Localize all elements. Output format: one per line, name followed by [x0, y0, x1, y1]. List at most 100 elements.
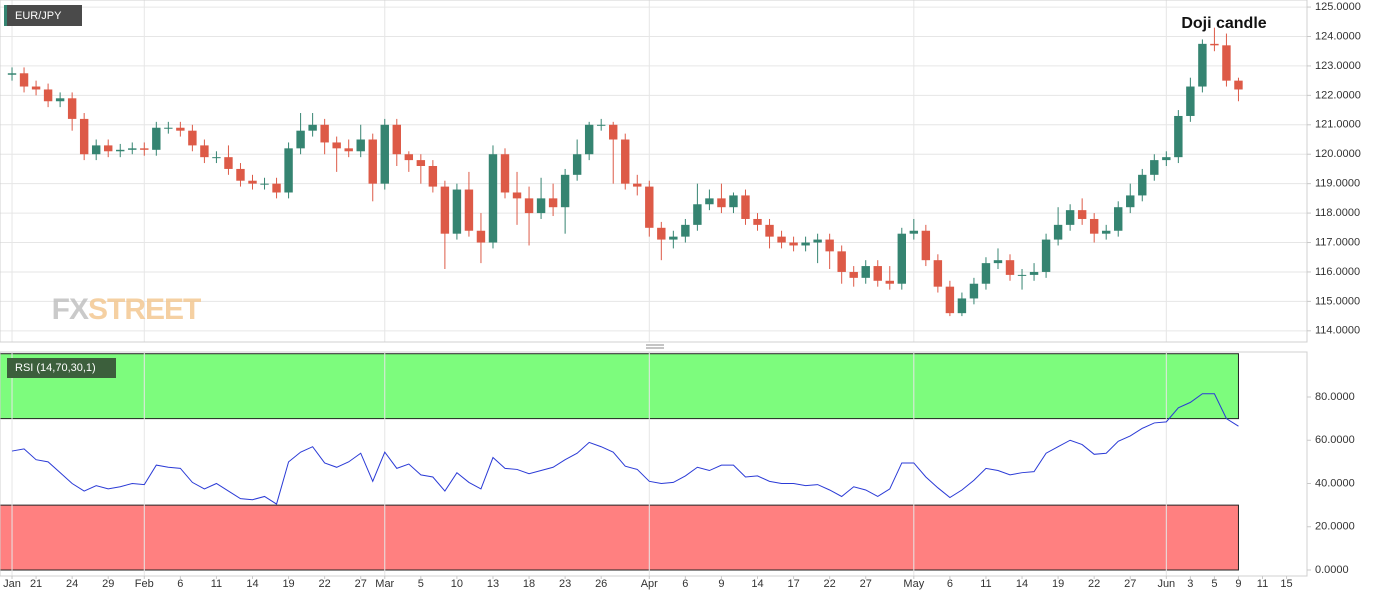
candle-body	[1162, 157, 1171, 161]
candle-body	[813, 239, 822, 243]
candle-body	[43, 89, 53, 102]
x-tick-label: 24	[66, 578, 78, 590]
candle-body	[657, 227, 666, 240]
candle-body	[236, 168, 245, 181]
candle-body	[1222, 45, 1231, 81]
candle-body	[981, 263, 991, 284]
symbol-label-accent	[4, 5, 7, 26]
candle-body	[512, 192, 522, 199]
candle-body	[933, 260, 943, 287]
candle-body	[260, 183, 269, 185]
candle-body	[488, 154, 498, 243]
candle-body	[897, 233, 907, 284]
y-tick-label: 122.0000	[1315, 89, 1361, 101]
x-tick-label: Apr	[641, 578, 658, 590]
candle-body	[645, 186, 654, 228]
x-tick-label: 11	[980, 578, 991, 590]
candle-body	[837, 251, 846, 272]
candle-body	[548, 198, 558, 208]
candle-body	[669, 236, 678, 240]
candle-body	[428, 165, 438, 187]
x-tick-label: 27	[860, 578, 872, 590]
candle-body	[224, 157, 233, 169]
candle-body	[128, 148, 137, 150]
candle-body	[1089, 218, 1099, 234]
candle-body	[296, 130, 305, 149]
background-layer	[0, 0, 1307, 576]
rsi-panel-frame	[0, 351, 1308, 577]
candle-body	[717, 198, 726, 208]
candle-body	[440, 186, 450, 234]
x-tick-label: 27	[355, 578, 367, 590]
indicator-label: RSI (14,70,30,1)	[15, 362, 96, 374]
x-tick-label: 5	[418, 578, 424, 590]
candle-body	[536, 198, 546, 214]
candle-body	[1101, 230, 1111, 234]
candle-body	[1234, 80, 1243, 90]
y-tick-label: 119.0000	[1315, 178, 1360, 190]
candle-body	[452, 189, 462, 234]
y-tick-label: 20.0000	[1315, 521, 1355, 533]
x-tick-label: 19	[1052, 578, 1064, 590]
candle-body	[356, 139, 365, 152]
candle-body	[104, 145, 113, 152]
candle-body	[404, 154, 414, 161]
candle-body	[885, 280, 894, 284]
x-tick-label: 14	[751, 578, 763, 590]
symbol-label-box	[4, 5, 82, 26]
y-tick-label: 124.0000	[1315, 30, 1361, 42]
candle-body	[1017, 274, 1027, 276]
watermark-street: STREET	[88, 293, 201, 326]
x-tick-label: 11	[1257, 578, 1268, 590]
candle-body	[765, 224, 774, 237]
candle-body	[332, 142, 341, 149]
x-tick-label: 10	[451, 578, 463, 590]
y-tick-label: 0.0000	[1315, 564, 1349, 576]
x-tick-label: 26	[595, 578, 607, 590]
x-tick-label: 23	[559, 578, 571, 590]
candle-body	[681, 224, 690, 237]
y-tick-label: 60.0000	[1315, 434, 1355, 446]
candle-body	[212, 157, 221, 159]
candle-body	[308, 124, 317, 131]
x-tick-label: Mar	[375, 578, 394, 590]
candle-body	[392, 124, 401, 155]
rsi-zone	[0, 504, 1239, 571]
candle-body	[633, 183, 642, 187]
y-tick-label: 116.0000	[1315, 266, 1360, 278]
candle-body	[969, 283, 979, 299]
x-tick-label: 17	[787, 578, 799, 590]
candle-body	[1186, 86, 1195, 116]
y-tick-label: 118.0000	[1315, 207, 1360, 219]
candle-body	[1198, 43, 1207, 87]
candle-body	[873, 266, 882, 281]
panel-resize-handle[interactable]	[646, 344, 664, 349]
candle-body	[248, 180, 257, 184]
candle-body	[1053, 224, 1063, 240]
x-tick-label: 9	[1235, 578, 1241, 590]
candle-body	[79, 118, 89, 155]
y-tick-label: 120.0000	[1315, 148, 1361, 160]
candle-body	[705, 198, 714, 205]
candle-body	[621, 139, 630, 184]
candle-body	[993, 260, 1003, 264]
x-tick-label: 14	[1016, 578, 1028, 590]
candle-body	[1065, 210, 1075, 225]
candle-body	[1138, 174, 1147, 196]
x-tick-label: May	[903, 578, 924, 590]
y-tick-label: 40.0000	[1315, 477, 1355, 489]
indicator-label-box	[4, 358, 116, 378]
candle-body	[416, 160, 426, 166]
candle-body	[609, 124, 618, 140]
candle-body	[753, 218, 762, 225]
candle-body	[801, 242, 810, 246]
candle-body	[1150, 160, 1159, 175]
candle-body	[67, 98, 77, 119]
x-tick-label: Jan	[3, 578, 21, 590]
candle-body	[284, 148, 293, 193]
candle-body	[176, 127, 185, 131]
candle-body	[909, 230, 919, 234]
candle-body	[1174, 115, 1183, 158]
y-tick-label: 114.0000	[1315, 325, 1360, 337]
